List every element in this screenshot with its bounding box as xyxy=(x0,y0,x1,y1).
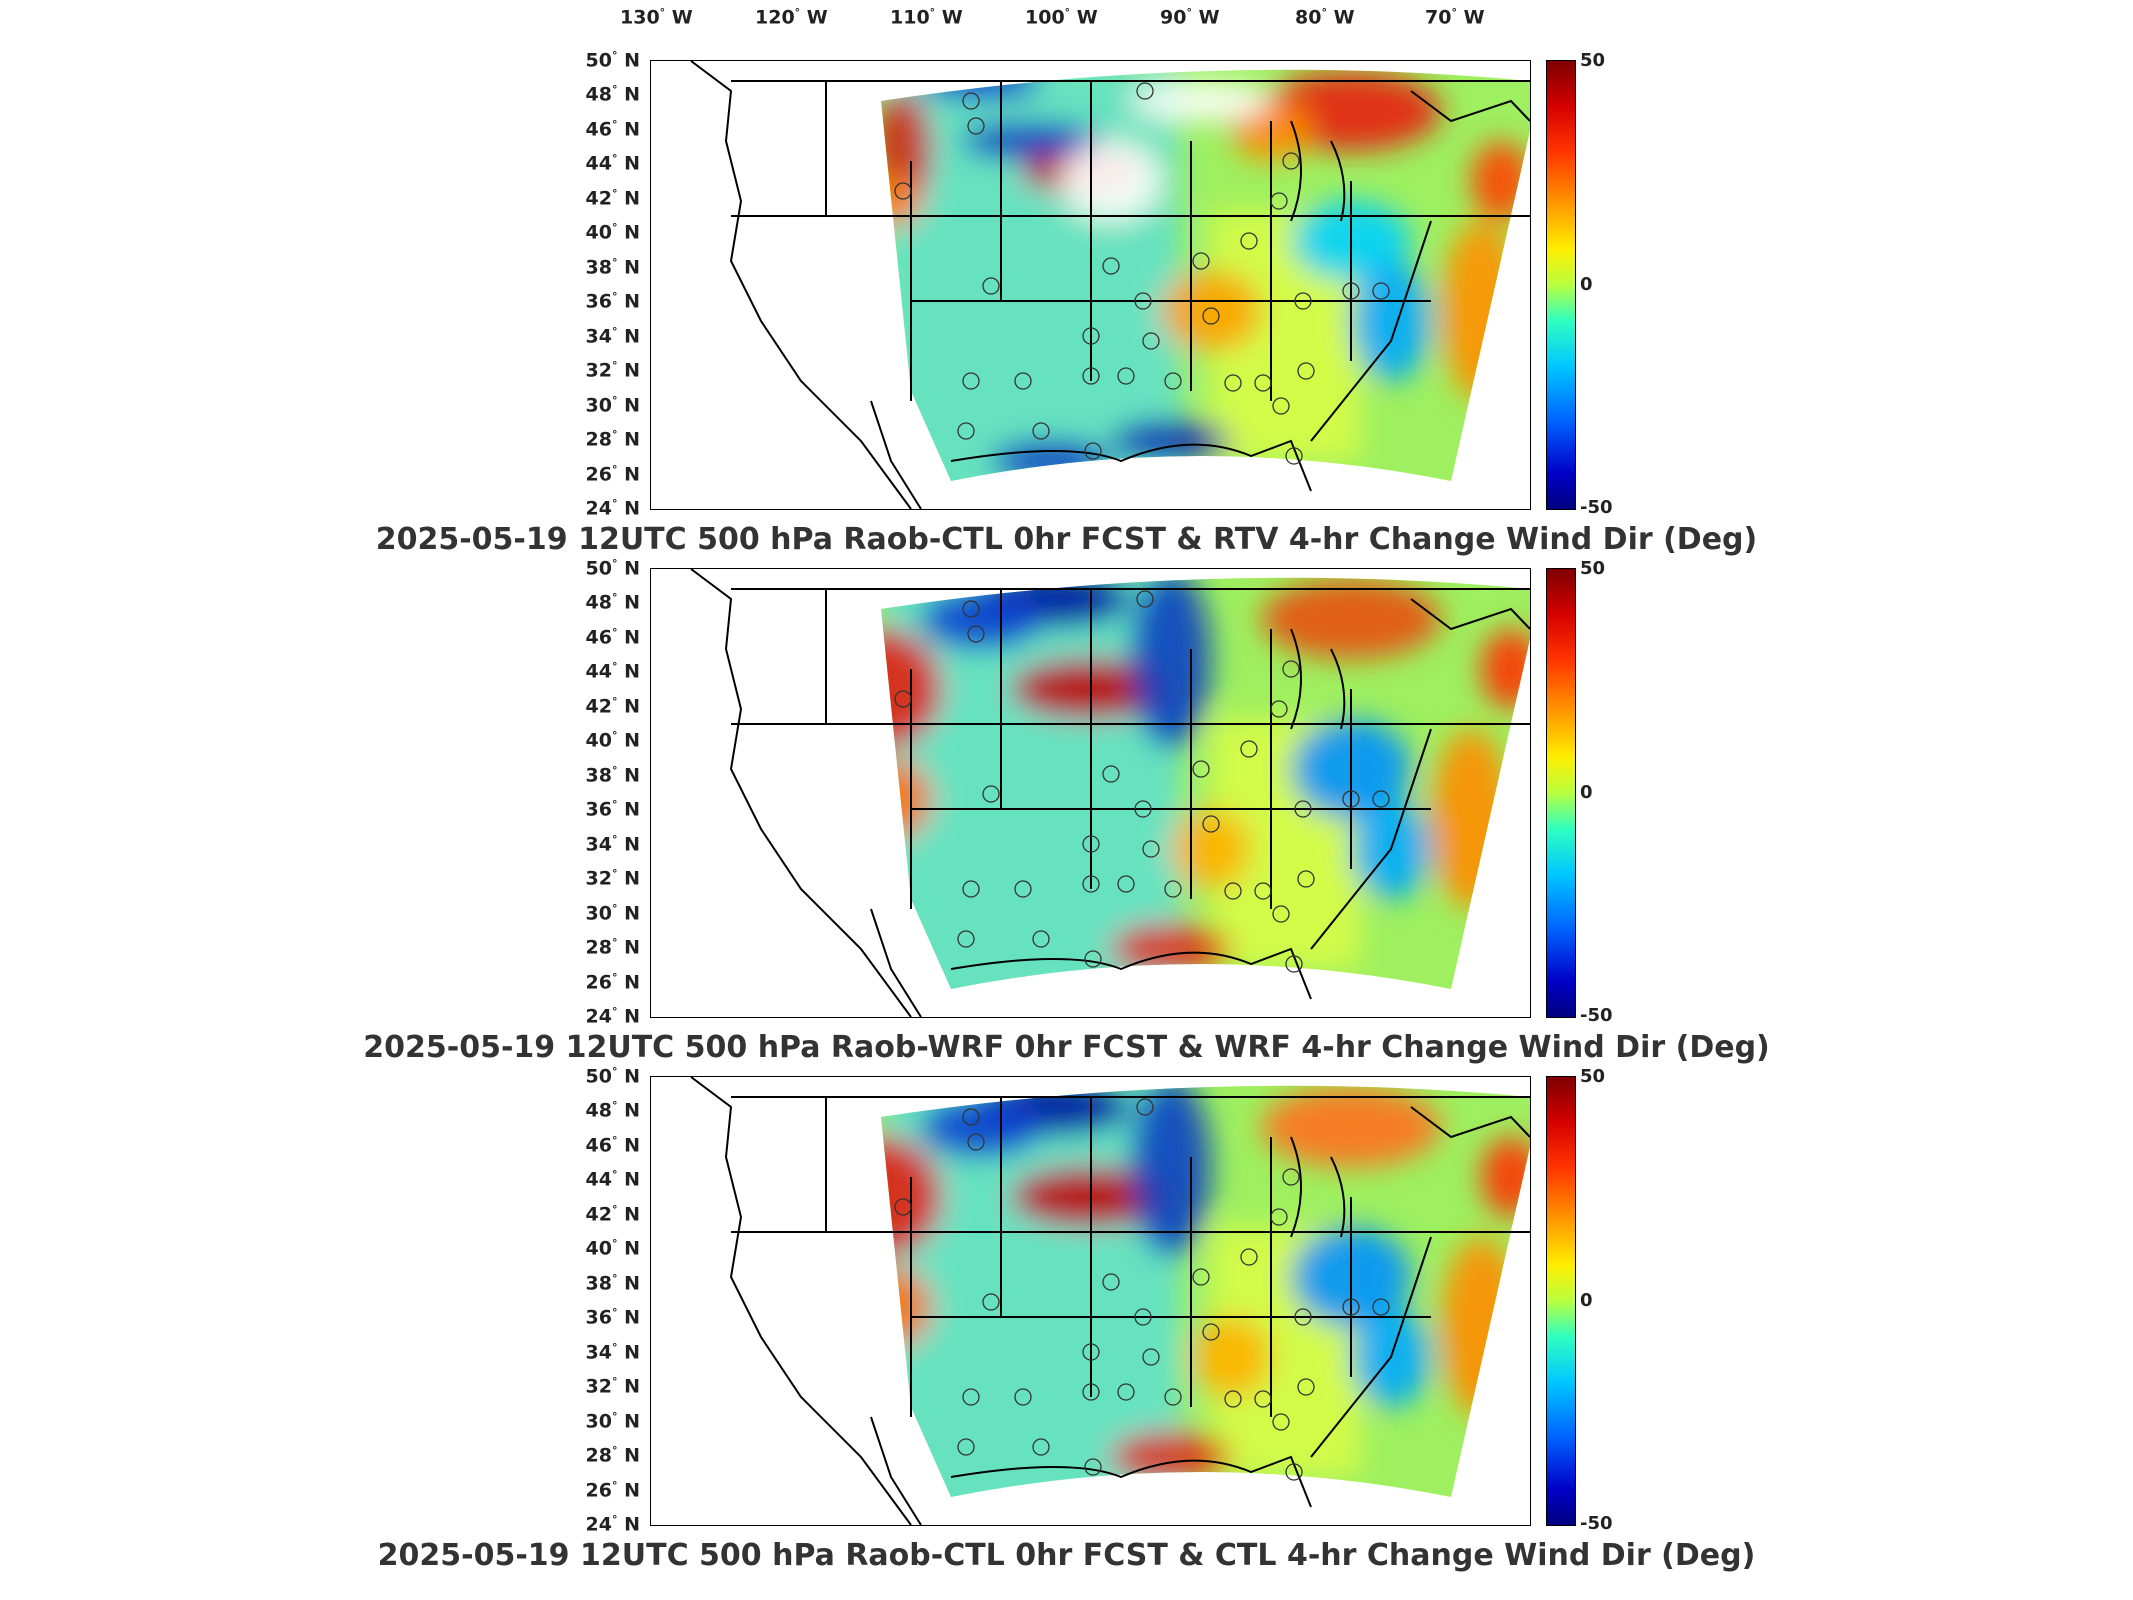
latitude-label: 38° N xyxy=(585,763,640,787)
latitude-label: 26° N xyxy=(585,970,640,993)
latitude-label: 42° N xyxy=(585,1202,640,1226)
colorbar-2-mid: 0 xyxy=(1580,782,1593,803)
map-frame-2 xyxy=(650,568,1531,1018)
colorbar-2-min: -50 xyxy=(1580,1005,1613,1026)
latitude-label: 30° N xyxy=(585,393,640,416)
latitude-label: 40° N xyxy=(585,221,640,244)
longitude-label: 80° W xyxy=(1295,6,1355,29)
panel-2-caption: 2025-05-19 12UTC 500 hPa Raob-WRF 0hr FC… xyxy=(363,1030,1770,1065)
latitude-label: 24° N xyxy=(585,497,640,520)
latitude-label: 48° N xyxy=(585,1099,640,1122)
latitude-label: 36° N xyxy=(585,290,640,313)
latitude-label: 50° N xyxy=(585,1065,640,1088)
latitude-label: 48° N xyxy=(585,83,640,106)
latitude-label: 46° N xyxy=(585,117,640,141)
longitude-label: 130° W xyxy=(620,6,693,29)
longitude-label: 100° W xyxy=(1025,6,1098,29)
latitude-label: 34° N xyxy=(585,832,640,856)
latitude-label: 40° N xyxy=(585,1237,640,1260)
latitude-label: 44° N xyxy=(585,1168,640,1191)
latitude-label: 50° N xyxy=(585,557,640,580)
map-frame-1 xyxy=(650,60,1531,510)
longitude-label: 110° W xyxy=(890,6,963,29)
latitude-label: 38° N xyxy=(585,255,640,279)
wind-direction-map-3 xyxy=(690,1077,1530,1525)
colorbar-1 xyxy=(1546,60,1576,510)
latitude-label: 32° N xyxy=(585,867,640,890)
wind-direction-map-2 xyxy=(690,569,1530,1017)
latitude-label: 50° N xyxy=(585,49,640,72)
latitude-label: 36° N xyxy=(585,1306,640,1329)
wind-direction-map-1 xyxy=(690,61,1530,509)
latitude-label: 28° N xyxy=(585,1444,640,1467)
colorbar-3-mid: 0 xyxy=(1580,1290,1593,1311)
colorbar-3-min: -50 xyxy=(1580,1513,1613,1534)
latitude-label: 30° N xyxy=(585,901,640,924)
colorbar-3 xyxy=(1546,1076,1576,1526)
longitude-label: 70° W xyxy=(1425,6,1485,29)
colorbar-1-min: -50 xyxy=(1580,497,1613,518)
latitude-label: 42° N xyxy=(585,694,640,718)
latitude-label: 36° N xyxy=(585,798,640,821)
longitude-label: 120° W xyxy=(755,6,828,29)
colorbar-1-max: 50 xyxy=(1580,50,1606,71)
latitude-label: 28° N xyxy=(585,936,640,959)
latitude-label: 32° N xyxy=(585,1375,640,1398)
latitude-label: 42° N xyxy=(585,186,640,210)
latitude-label: 26° N xyxy=(585,462,640,485)
latitude-label: 44° N xyxy=(585,660,640,683)
latitude-label: 34° N xyxy=(585,1340,640,1364)
latitude-label: 26° N xyxy=(585,1478,640,1501)
latitude-label: 46° N xyxy=(585,1133,640,1157)
panel-1-caption: 2025-05-19 12UTC 500 hPa Raob-CTL 0hr FC… xyxy=(375,522,1758,557)
latitude-label: 30° N xyxy=(585,1409,640,1432)
latitude-label: 24° N xyxy=(585,1005,640,1028)
colorbar-2-max: 50 xyxy=(1580,558,1606,579)
colorbar-2 xyxy=(1546,568,1576,1018)
latitude-label: 28° N xyxy=(585,428,640,451)
latitude-label: 38° N xyxy=(585,1271,640,1295)
latitude-label: 32° N xyxy=(585,359,640,382)
panel-3-caption: 2025-05-19 12UTC 500 hPa Raob-CTL 0hr FC… xyxy=(377,1538,1756,1573)
latitude-label: 46° N xyxy=(585,625,640,649)
latitude-label: 44° N xyxy=(585,152,640,175)
map-frame-3 xyxy=(650,1076,1531,1526)
colorbar-1-mid: 0 xyxy=(1580,274,1593,295)
colorbar-3-max: 50 xyxy=(1580,1066,1606,1087)
latitude-label: 48° N xyxy=(585,591,640,614)
longitude-label: 90° W xyxy=(1160,6,1220,29)
latitude-label: 24° N xyxy=(585,1513,640,1536)
latitude-label: 40° N xyxy=(585,729,640,752)
latitude-label: 34° N xyxy=(585,324,640,348)
